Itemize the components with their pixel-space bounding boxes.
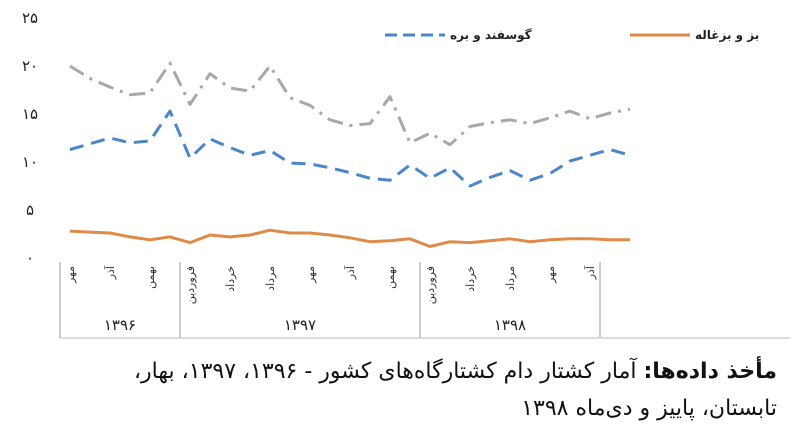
x-tick-label: آذر	[583, 265, 597, 280]
line-chart: ۰ ۵ ۱۰ ۱۵ ۲۰ ۲۵ بز و بزغاله گوسفند و بره مهر آذ…	[22, 9, 790, 339]
year-label: ۱۳۹۶	[104, 316, 136, 334]
x-tick-label: بهمن	[144, 266, 157, 289]
y-tick-label: ۲۰	[22, 57, 38, 75]
source-label: مأخذ داده‌ها:	[643, 359, 777, 384]
x-tick-label: مرداد	[264, 266, 277, 291]
x-axis: مهر آذر بهمن فروردین خرداد مرداد مهر آذر بهمن فرو…	[59, 262, 790, 339]
x-tick-label: خرداد	[224, 266, 237, 292]
series-line-2	[69, 61, 631, 147]
legend-label: بز و بزغاله	[695, 28, 759, 43]
y-tick-label: ۵	[26, 201, 34, 219]
x-tick-label: بهمن	[384, 266, 397, 289]
plot-area	[69, 61, 631, 248]
source-note-line-2: تابستان، پاییز و دی‌ماه ۱۳۹۸	[17, 392, 777, 426]
x-tick-label: مهر	[304, 266, 317, 284]
year-label: ۱۳۹۸	[494, 316, 526, 334]
x-tick-label: مهر	[544, 266, 557, 284]
x-tick-label: آذر	[103, 265, 117, 280]
legend: بز و بزغاله گوسفند و بره	[385, 28, 759, 43]
y-tick-label: ۱۰	[22, 153, 38, 171]
x-tick-label: فروردین	[184, 266, 197, 304]
legend-label: گوسفند و بره	[450, 28, 532, 43]
x-tick-label: خرداد	[464, 266, 477, 292]
year-label: ۱۳۹۷	[284, 316, 316, 334]
y-axis-ticks: ۰ ۵ ۱۰ ۱۵ ۲۰ ۲۵	[22, 9, 38, 267]
x-tick-label: مهر	[64, 266, 77, 284]
y-tick-label: ۱۵	[22, 105, 38, 123]
series-line-1	[69, 109, 631, 188]
x-tick-label: فروردین	[424, 266, 437, 304]
series-line-3	[69, 228, 630, 248]
y-tick-label: ۰	[26, 249, 34, 267]
x-tick-label: آذر	[343, 265, 357, 280]
x-tick-label: مرداد	[504, 266, 517, 291]
source-line-2: تابستان، پاییز و دی‌ماه ۱۳۹۸	[521, 396, 777, 421]
source-note: مأخذ داده‌ها: آمار کشتار دام کشتارگاه‌ها…	[17, 355, 777, 389]
source-line-1: آمار کشتار دام کشتارگاه‌های کشور - ۱۳۹۶،…	[133, 359, 644, 384]
y-tick-label: ۲۵	[22, 9, 38, 27]
